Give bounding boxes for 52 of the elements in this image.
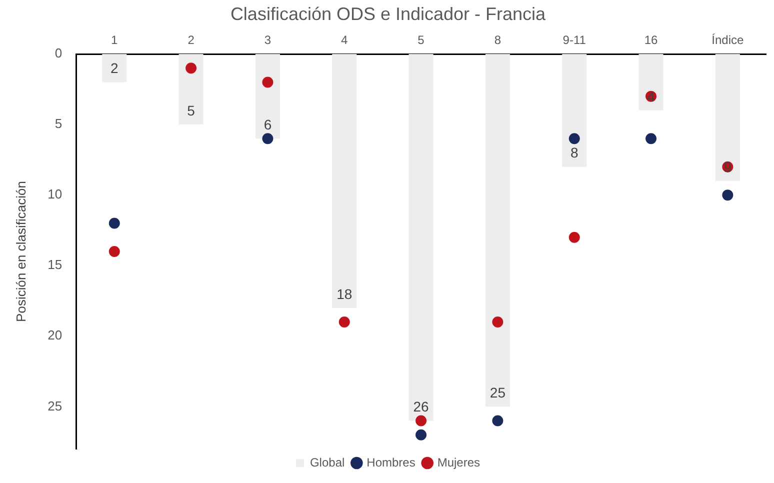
- data-label: 8: [570, 144, 578, 161]
- point: [492, 316, 504, 328]
- point: [492, 415, 504, 426]
- y-tick-label: 20: [48, 328, 62, 343]
- bar: [562, 54, 587, 167]
- bar: [485, 54, 510, 407]
- data-label: 25: [490, 384, 506, 401]
- data-label: 26: [413, 398, 430, 415]
- x-tick-label: 9-11: [562, 33, 586, 48]
- x-tick-label: 8: [494, 33, 502, 48]
- chart-title: Clasificación ODS e Indicador - Francia: [230, 4, 547, 24]
- point: [646, 133, 657, 144]
- point: [262, 76, 274, 88]
- x-tick-label: 2: [188, 33, 195, 48]
- x-tick-label: 5: [418, 33, 425, 48]
- data-label: 5: [187, 102, 196, 118]
- legend-label: Hombres: [366, 455, 416, 470]
- bar: [638, 54, 664, 110]
- bar: [178, 54, 204, 125]
- y-tick-label: 0: [54, 46, 62, 61]
- x-tick-label: 1: [111, 33, 118, 48]
- data-label: 2: [110, 60, 118, 76]
- point: [262, 133, 274, 144]
- bar: [332, 54, 357, 308]
- bar: [408, 54, 434, 421]
- x-tick-label: 4: [341, 33, 348, 48]
- point: [416, 429, 427, 440]
- data-label: 4: [647, 88, 656, 104]
- y-tick-label: 10: [48, 186, 62, 202]
- point: [108, 246, 120, 257]
- point: [338, 316, 350, 328]
- point: [722, 190, 734, 201]
- y-tick-label: 25: [48, 398, 62, 414]
- legend-label: Global: [310, 455, 345, 470]
- y-tick-label: 5: [54, 116, 62, 132]
- bar: [102, 54, 127, 82]
- x-tick-label: 16: [644, 33, 658, 48]
- point: [568, 133, 580, 144]
- bar: [715, 54, 740, 181]
- x-tick-label: 3: [264, 33, 272, 48]
- point: [186, 62, 197, 74]
- x-tick-label: Índice: [712, 33, 744, 48]
- y-tick-label: 15: [48, 257, 62, 272]
- data-label: 6: [264, 116, 272, 132]
- legend-label: Mujeres: [437, 455, 480, 470]
- bar: [255, 54, 280, 139]
- y-axis-title: Posición en clasificación: [13, 181, 28, 322]
- data-label: 18: [336, 286, 352, 302]
- data-label: 9: [724, 158, 732, 175]
- point: [416, 415, 427, 426]
- point: [108, 218, 120, 229]
- point: [568, 232, 580, 243]
